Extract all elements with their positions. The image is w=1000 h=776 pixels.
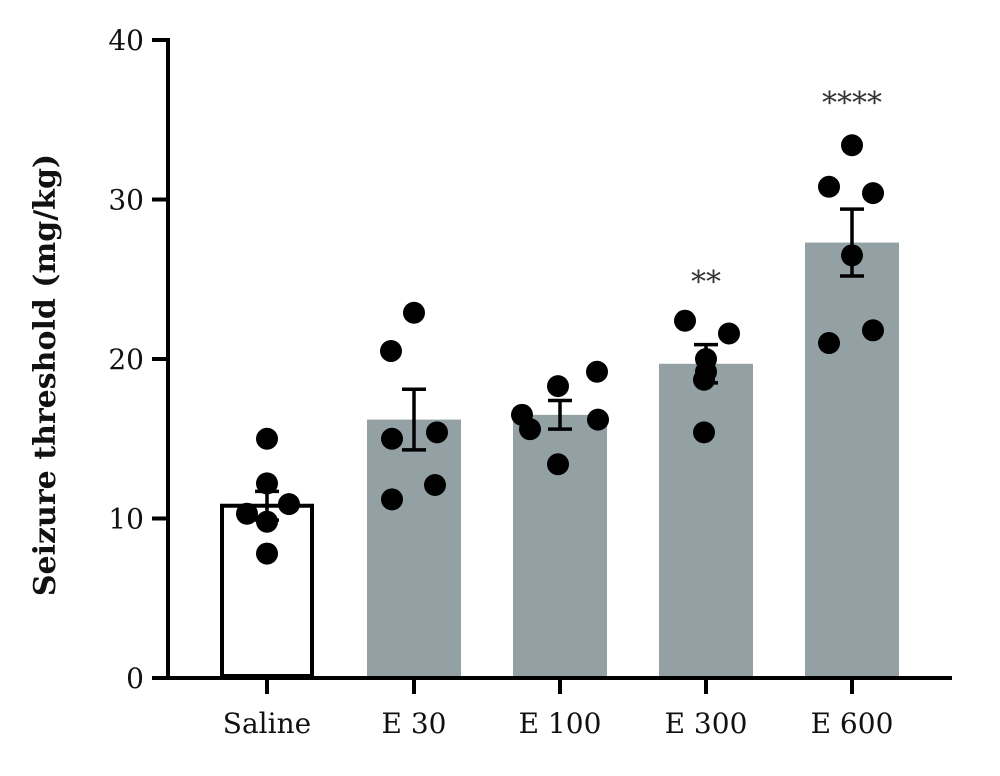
data-point-e-300 bbox=[718, 322, 740, 345]
points-layer bbox=[236, 134, 884, 565]
data-point-e-600 bbox=[862, 182, 884, 205]
data-point-e-300 bbox=[695, 360, 717, 383]
axes-layer bbox=[152, 38, 952, 694]
bars-layer bbox=[220, 242, 899, 678]
data-point-e-100 bbox=[547, 375, 569, 398]
x-tick-label-e-30: E 30 bbox=[382, 707, 447, 740]
x-tick-label-saline: Saline bbox=[223, 707, 311, 740]
data-point-e-100 bbox=[547, 453, 569, 476]
data-point-e-30 bbox=[403, 301, 425, 324]
x-tick-label-e-100: E 100 bbox=[519, 707, 602, 740]
y-tick-label-30: 30 bbox=[108, 184, 144, 217]
bar-e-600 bbox=[805, 242, 899, 678]
data-point-saline bbox=[256, 472, 278, 495]
data-point-e-300 bbox=[693, 421, 715, 444]
bar-e-30 bbox=[367, 419, 461, 678]
data-point-e-600 bbox=[841, 134, 863, 157]
x-tick-label-e-600: E 600 bbox=[811, 707, 894, 740]
data-point-e-100 bbox=[519, 418, 541, 441]
x-tick-label-e-300: E 300 bbox=[665, 707, 748, 740]
y-tick-label-10: 10 bbox=[108, 503, 144, 536]
y-axis-label: Seizure threshold (mg/kg) bbox=[28, 154, 63, 596]
bar-e-300 bbox=[659, 363, 753, 678]
data-point-saline bbox=[256, 542, 278, 565]
data-point-e-600 bbox=[818, 175, 840, 198]
data-point-saline bbox=[256, 510, 278, 533]
data-point-e-30 bbox=[424, 474, 446, 497]
data-point-e-30 bbox=[381, 427, 403, 450]
data-point-saline bbox=[236, 502, 258, 525]
y-tick-label-0: 0 bbox=[126, 662, 144, 695]
data-point-e-600 bbox=[862, 319, 884, 342]
data-point-saline bbox=[278, 493, 300, 516]
data-point-saline bbox=[256, 427, 278, 450]
labels-layer: Saline E 30 E 100 E 300 ** E 600 **** 0 10 20 30 40 bbox=[108, 24, 893, 740]
data-point-e-100 bbox=[587, 408, 609, 431]
data-point-e-100 bbox=[586, 360, 608, 383]
data-point-e-600 bbox=[841, 244, 863, 267]
y-tick-label-20: 20 bbox=[108, 343, 144, 376]
data-point-e-30 bbox=[426, 421, 448, 444]
data-point-e-600 bbox=[818, 332, 840, 355]
data-point-e-30 bbox=[380, 340, 402, 363]
bar-saline bbox=[220, 503, 314, 678]
data-point-e-30 bbox=[381, 488, 403, 511]
significance-marker-e-300: ** bbox=[691, 265, 721, 300]
data-point-e-300 bbox=[674, 309, 696, 332]
significance-marker-e-600: **** bbox=[822, 86, 882, 121]
y-tick-label-40: 40 bbox=[108, 24, 144, 57]
